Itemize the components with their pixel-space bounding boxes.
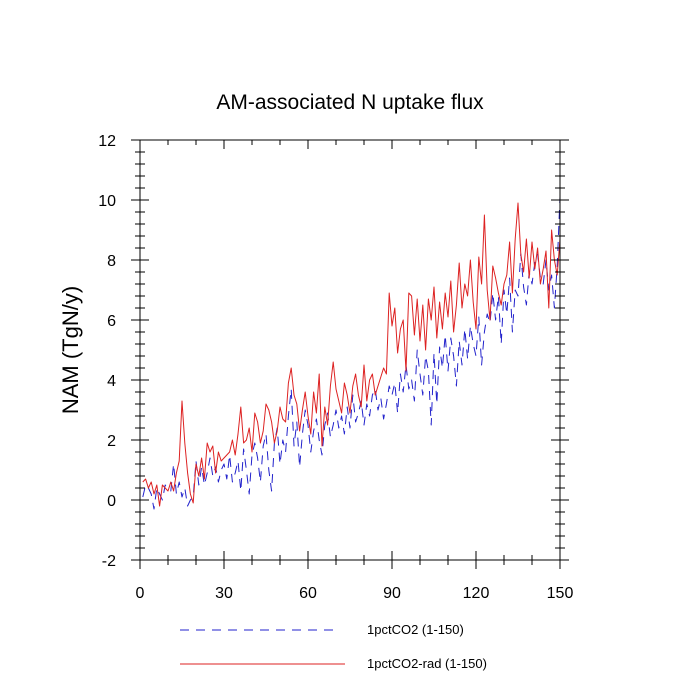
- x-tick-label: 120: [463, 585, 490, 602]
- y-tick-label: 2: [107, 433, 116, 450]
- legend: 1pctCO2 (1-150) 1pctCO2-rad (1-150): [180, 622, 487, 671]
- x-tick-label: 60: [299, 585, 317, 602]
- y-tick-label: -2: [102, 553, 116, 570]
- axes: 0 30 60 90 120 150 -2 0 2 4 6 8 10 12: [98, 133, 573, 602]
- y-tick-label: 12: [98, 133, 116, 150]
- y-axis-label: NAM (TgN/y): [58, 286, 83, 414]
- y-tick-label: 0: [107, 493, 116, 510]
- y-tick-label: 6: [107, 313, 116, 330]
- x-tick-label: 90: [383, 585, 401, 602]
- y-tick-label: 8: [107, 253, 116, 270]
- y-tick-label: 4: [107, 373, 116, 390]
- series-line-2: [142, 202, 561, 507]
- x-tick-label: 150: [547, 585, 574, 602]
- plot-frame: [139, 139, 561, 561]
- chart-title: AM-associated N uptake flux: [216, 91, 484, 114]
- x-tick-label: 0: [136, 585, 145, 602]
- legend-label-series-1: 1pctCO2 (1-150): [367, 622, 464, 637]
- plot-area: [142, 196, 561, 510]
- y-tick-label: 10: [98, 193, 116, 210]
- x-tick-label: 30: [215, 585, 233, 602]
- legend-label-series-2: 1pctCO2-rad (1-150): [367, 656, 487, 671]
